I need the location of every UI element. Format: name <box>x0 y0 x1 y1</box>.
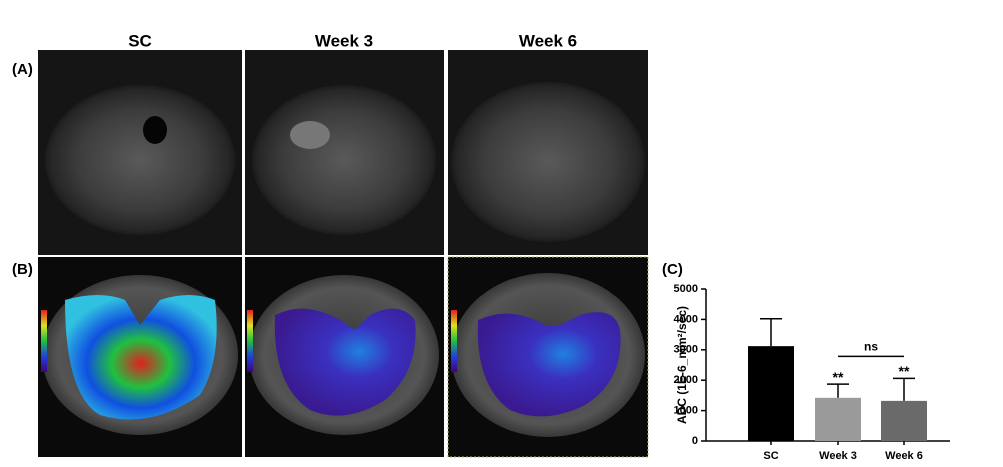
mri-row-b <box>38 256 649 458</box>
adc-map <box>65 295 217 420</box>
bar <box>748 346 794 441</box>
y-tick-label: 2000 <box>674 374 698 386</box>
y-tick-label: 0 <box>692 435 698 447</box>
x-tick-label: SC <box>763 450 778 462</box>
significance-label: ** <box>833 369 844 385</box>
mri-body <box>451 82 645 242</box>
column-title: SC <box>128 31 152 50</box>
y-tick-label: 4000 <box>674 313 698 325</box>
y-tick-label: 1000 <box>674 405 698 417</box>
bar <box>881 400 927 441</box>
y-tick-label: 5000 <box>674 283 698 295</box>
x-tick-label: Week 6 <box>885 450 923 462</box>
color-bar <box>41 310 47 372</box>
adc-map <box>477 312 621 417</box>
y-tick-label: 3000 <box>674 344 698 356</box>
mri-feature <box>290 121 330 149</box>
mri-feature <box>143 116 167 144</box>
column-title: Week 3 <box>315 31 373 50</box>
y-axis-label: ADC (1E-6_mm²/sec) <box>675 306 689 424</box>
bar <box>815 397 861 441</box>
mri-body <box>252 85 436 235</box>
significance-label: ns <box>864 340 878 354</box>
color-bar <box>247 310 253 372</box>
column-title: Week 6 <box>519 31 577 50</box>
panel-label: (A) <box>12 61 33 78</box>
panel-label: (C) <box>662 261 683 278</box>
mri-body <box>45 85 235 235</box>
adc-map <box>274 308 416 416</box>
mri-row-a <box>38 50 648 255</box>
color-bar <box>451 310 457 372</box>
x-tick-label: Week 3 <box>819 450 857 462</box>
significance-label: ** <box>899 363 910 379</box>
panel-label: (B) <box>12 261 33 278</box>
